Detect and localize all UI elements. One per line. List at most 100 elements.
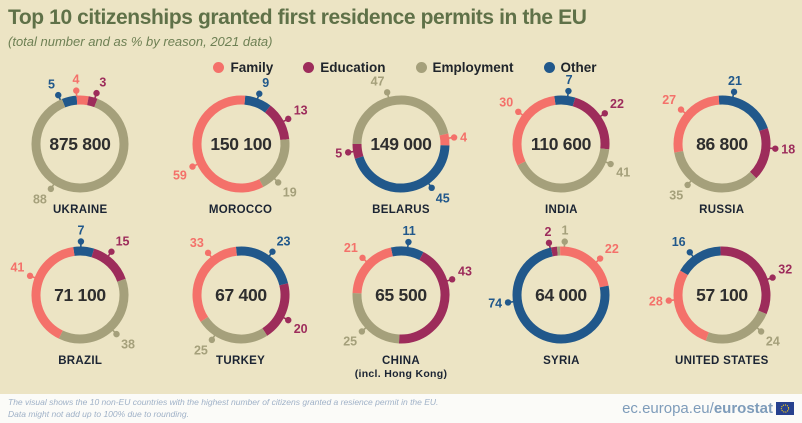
header: Top 10 citizenships granted first reside…	[0, 0, 802, 76]
segment-value-family: 28	[649, 295, 663, 309]
segment-value-other: 16	[671, 235, 685, 249]
footnotes: The visual shows the 10 non-EU countries…	[0, 397, 438, 421]
footnote-line1: The visual shows the 10 non-EU countries…	[8, 396, 439, 407]
segment-dot-employment-icon	[47, 185, 55, 193]
segment-value-employment: 19	[282, 186, 296, 200]
segment-other	[554, 95, 576, 107]
donut-total: 64 000	[536, 285, 588, 305]
segment-education	[91, 248, 126, 283]
segment-value-education: 15	[116, 235, 130, 249]
segment-value-other: 5	[48, 78, 55, 92]
footer: The visual shows the 10 non-EU countries…	[0, 394, 802, 423]
segment-dot-education-icon	[284, 317, 292, 324]
segment-family	[673, 95, 720, 153]
segment-dot-employment-icon	[274, 179, 281, 186]
segment-family	[192, 95, 263, 193]
segment-dot-family-icon	[188, 163, 196, 170]
segment-value-employment: 41	[617, 166, 631, 180]
segment-dot-other-icon	[565, 87, 573, 95]
legend-item-other: Other	[543, 59, 597, 75]
segment-employment	[200, 316, 267, 344]
segment-employment	[352, 95, 449, 145]
donut-total: 67 400	[215, 285, 267, 305]
page-subtitle: (total number and as % by reason, 2021 d…	[8, 34, 273, 50]
segment-employment	[258, 139, 290, 188]
segment-education	[398, 252, 450, 344]
segment-value-education: 3	[100, 75, 107, 89]
segment-family	[192, 246, 237, 322]
country-label-china: CHINA (incl. Hong Kong)	[354, 355, 448, 381]
segment-dot-other-icon	[55, 92, 62, 99]
segment-dot-family-icon	[73, 87, 80, 94]
segment-dot-employment-icon	[358, 328, 366, 335]
country-label-line2-china: (incl. Hong Kong)	[354, 368, 448, 381]
segment-value-education: 18	[781, 143, 795, 157]
donut-chart-china: 11 43 25 21 65 500	[343, 224, 472, 349]
legend-item-family: Family	[213, 60, 273, 75]
segment-dot-family-icon	[450, 134, 458, 141]
donut-cell-morocco: 9 13 19 59 150 100 MOROCCO	[160, 76, 320, 229]
segment-family	[31, 247, 75, 339]
segment-value-education: 2	[545, 225, 552, 239]
segment-family	[439, 133, 450, 146]
country-label-russia: RUSSIA	[699, 204, 745, 217]
country-label-turkey: TURKEY	[216, 355, 266, 368]
segment-value-education: 20	[293, 322, 307, 336]
donut-total: 149 000	[370, 134, 432, 154]
donut-chart-ukraine: 5 4 3 88 875 800	[31, 73, 129, 207]
donut-chart-belarus: 47 4 45 5 149 000	[335, 75, 467, 206]
segment-other	[679, 246, 721, 276]
donut-cell-india: 7 22 41 30 110 600 INDIA	[481, 73, 641, 229]
donut-chart-brazil: 7 15 38 41 71 100	[11, 224, 136, 352]
segment-dot-other-icon	[428, 184, 435, 192]
segment-dot-employment-icon	[684, 181, 691, 189]
segment-dot-employment-icon	[383, 89, 391, 96]
donut-total: 65 500	[375, 285, 427, 305]
legend-dot-other-icon	[543, 61, 555, 73]
segment-dot-family-icon	[597, 255, 604, 262]
segment-value-employment: 1	[562, 224, 569, 238]
legend-item-education: Education	[303, 60, 386, 75]
eurostat-link[interactable]: ec.europa.eu/eurostat	[622, 400, 802, 417]
segment-other	[243, 95, 271, 113]
donut-cell-brazil: 7 15 38 41 71 100 BRAZIL	[0, 224, 160, 380]
segment-other	[512, 247, 610, 344]
segment-value-employment: 25	[194, 344, 208, 358]
eurostat-url-bold: eurostat	[713, 400, 773, 417]
segment-dot-education-icon	[284, 115, 292, 123]
segment-value-family: 22	[605, 242, 619, 256]
segment-value-family: 4	[73, 73, 80, 87]
segment-employment	[674, 150, 757, 193]
country-label-syria: SYRIA	[543, 355, 580, 368]
donut-total: 875 800	[50, 134, 112, 154]
segment-value-family: 21	[344, 241, 358, 255]
legend-dot-family-icon	[213, 61, 225, 73]
segment-dot-other-icon	[255, 90, 263, 98]
segment-other	[62, 95, 78, 108]
segment-value-other: 45	[436, 192, 450, 206]
segment-value-other: 21	[728, 74, 742, 88]
donut-grid: 5 4 3 88 875 800 UKRAINE 9 13 19 59 150 100 MOROCCO…	[0, 73, 802, 381]
country-label-india: INDIA	[544, 204, 578, 217]
segment-education	[572, 97, 610, 150]
segment-dot-family-icon	[677, 106, 684, 113]
donut-total: 71 100	[54, 285, 106, 305]
donut-total: 86 800	[696, 134, 748, 154]
segment-value-education: 32	[778, 263, 792, 277]
segment-dot-other-icon	[405, 238, 412, 246]
segment-employment	[59, 278, 129, 344]
country-label-ukraine: UKRAINE	[52, 204, 108, 217]
segment-employment	[517, 148, 610, 193]
segment-family	[673, 270, 709, 341]
segment-value-family: 41	[11, 261, 25, 275]
donut-chart-russia: 21 18 35 27 86 800	[662, 74, 795, 202]
legend-label-family: Family	[230, 59, 274, 75]
donut-total: 110 600	[531, 134, 592, 154]
segment-dot-employment-icon	[208, 336, 215, 344]
segment-dot-education-icon	[771, 145, 779, 152]
segment-other	[235, 246, 288, 286]
segment-family	[76, 95, 89, 106]
eu-flag-icon	[776, 402, 794, 415]
segment-education	[352, 143, 364, 159]
legend-label-other: Other	[560, 59, 597, 75]
